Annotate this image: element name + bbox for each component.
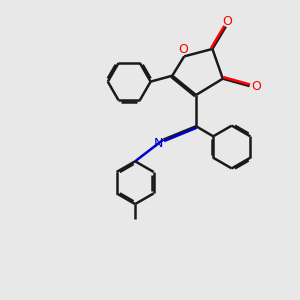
Text: N: N	[153, 137, 163, 150]
Text: O: O	[222, 15, 232, 28]
Text: O: O	[251, 80, 261, 93]
Text: O: O	[178, 43, 188, 56]
